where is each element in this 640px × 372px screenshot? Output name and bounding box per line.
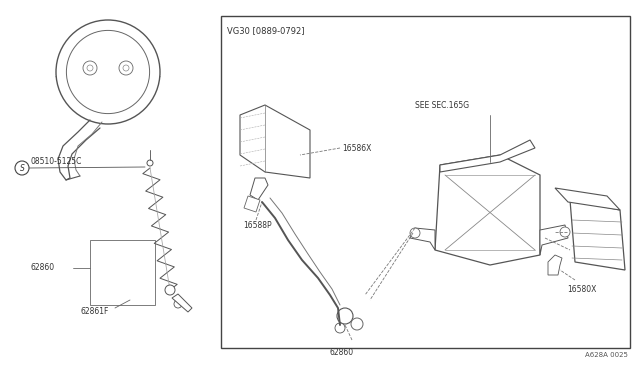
Circle shape: [335, 323, 345, 333]
Circle shape: [119, 61, 133, 75]
Text: VG30 [0889-0792]: VG30 [0889-0792]: [227, 26, 305, 35]
Circle shape: [174, 300, 182, 308]
Bar: [221, 16, 630, 348]
Circle shape: [83, 61, 97, 75]
Circle shape: [351, 318, 363, 330]
Polygon shape: [240, 105, 310, 178]
Polygon shape: [410, 228, 435, 250]
Circle shape: [410, 228, 420, 238]
Polygon shape: [540, 225, 568, 255]
Polygon shape: [250, 178, 268, 200]
Text: 62860: 62860: [330, 348, 354, 357]
Text: 16580X: 16580X: [567, 285, 596, 294]
Polygon shape: [548, 255, 562, 275]
Text: S: S: [20, 164, 24, 173]
Polygon shape: [440, 140, 535, 172]
Polygon shape: [244, 196, 260, 212]
Text: 62860: 62860: [30, 263, 54, 273]
Text: SEE SEC.165G: SEE SEC.165G: [415, 101, 469, 110]
Polygon shape: [435, 155, 540, 265]
Polygon shape: [570, 200, 625, 270]
Text: 08510-5125C: 08510-5125C: [30, 157, 81, 166]
Circle shape: [123, 65, 129, 71]
Circle shape: [147, 160, 153, 166]
Text: 16586X: 16586X: [342, 144, 371, 153]
Text: A628A 0025: A628A 0025: [585, 352, 628, 358]
Text: 16588P: 16588P: [243, 221, 271, 230]
Circle shape: [560, 227, 570, 237]
Polygon shape: [555, 188, 620, 210]
Circle shape: [87, 65, 93, 71]
Circle shape: [67, 31, 150, 113]
Circle shape: [165, 285, 175, 295]
Text: 62861F: 62861F: [80, 308, 108, 317]
Circle shape: [15, 161, 29, 175]
Polygon shape: [172, 294, 192, 312]
Circle shape: [56, 20, 160, 124]
Circle shape: [337, 308, 353, 324]
